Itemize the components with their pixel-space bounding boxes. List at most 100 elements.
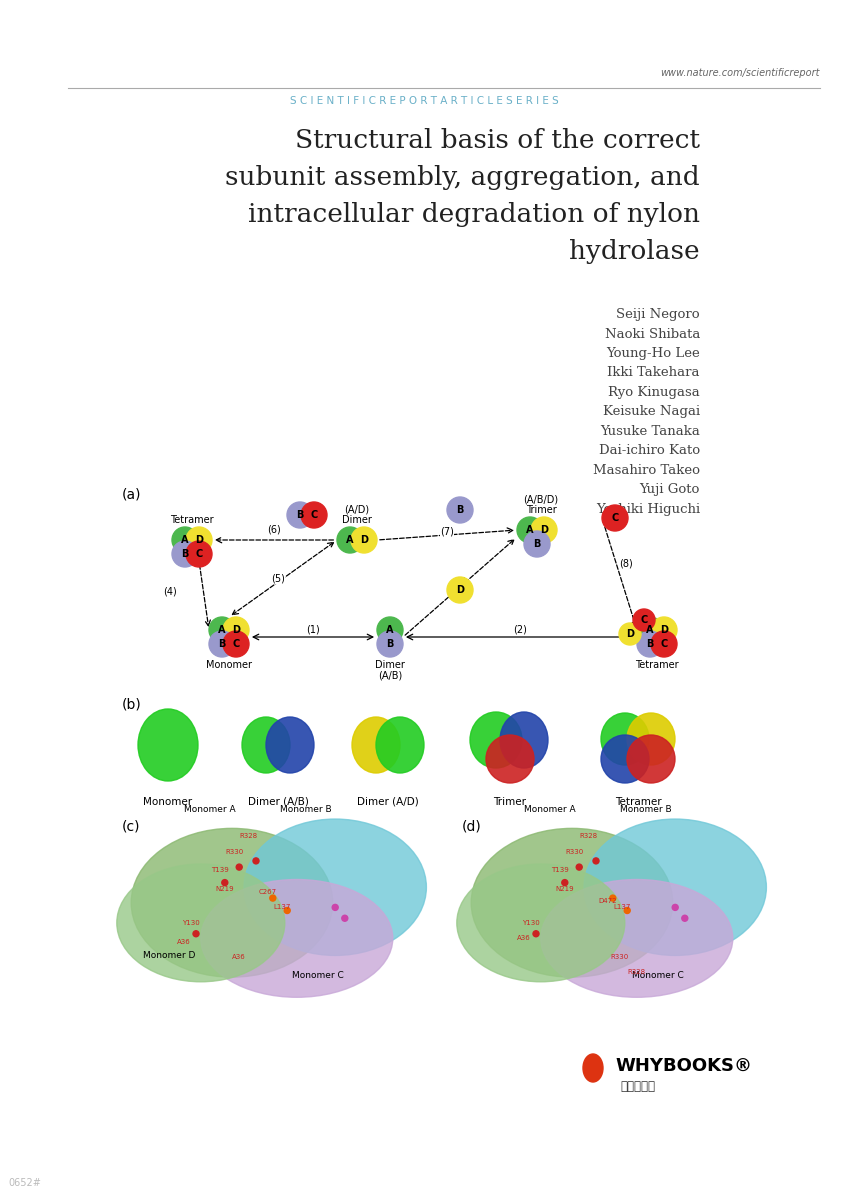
Text: Ikki Takehara: Ikki Takehara — [608, 366, 700, 379]
Circle shape — [576, 864, 582, 870]
Text: (a): (a) — [122, 488, 142, 502]
Text: 0652#: 0652# — [8, 1178, 41, 1188]
Text: L137: L137 — [614, 905, 631, 911]
Circle shape — [624, 907, 630, 913]
Text: B: B — [296, 510, 304, 520]
Circle shape — [651, 617, 677, 643]
Circle shape — [533, 931, 539, 937]
Circle shape — [223, 617, 249, 643]
Text: subunit assembly, aggregation, and: subunit assembly, aggregation, and — [225, 164, 700, 190]
Text: www.nature.com/scientificreport: www.nature.com/scientificreport — [661, 68, 820, 78]
Circle shape — [222, 880, 228, 886]
Circle shape — [351, 527, 377, 553]
Circle shape — [447, 577, 473, 602]
Text: Tetramer: Tetramer — [615, 797, 661, 806]
Text: WHYBOOKS®: WHYBOOKS® — [615, 1057, 752, 1075]
Ellipse shape — [584, 820, 767, 955]
Text: (5): (5) — [271, 574, 285, 583]
Ellipse shape — [266, 716, 314, 773]
Text: A36: A36 — [177, 938, 191, 944]
Text: Monomer B: Monomer B — [620, 805, 672, 815]
Text: (d): (d) — [462, 820, 481, 834]
Text: (A/B): (A/B) — [378, 670, 402, 680]
Circle shape — [284, 907, 290, 913]
Circle shape — [610, 895, 616, 901]
Ellipse shape — [457, 864, 625, 982]
Ellipse shape — [201, 880, 393, 997]
Text: Naoki Shibata: Naoki Shibata — [604, 328, 700, 341]
Text: Dimer: Dimer — [375, 660, 405, 670]
Ellipse shape — [117, 864, 284, 982]
Circle shape — [209, 631, 235, 658]
Circle shape — [562, 880, 568, 886]
Text: C267: C267 — [259, 889, 277, 895]
Text: Dimer (A/B): Dimer (A/B) — [248, 797, 308, 806]
Circle shape — [672, 905, 678, 911]
Text: Monomer C: Monomer C — [632, 971, 683, 980]
Ellipse shape — [601, 734, 649, 782]
Circle shape — [637, 617, 663, 643]
Ellipse shape — [244, 820, 426, 955]
Text: (A/B/D): (A/B/D) — [524, 494, 559, 505]
Text: D: D — [540, 526, 548, 535]
Text: Monomer: Monomer — [206, 660, 252, 670]
Text: (4): (4) — [163, 587, 177, 596]
Text: Monomer C: Monomer C — [292, 971, 344, 980]
Text: (7): (7) — [440, 527, 454, 538]
Ellipse shape — [627, 734, 675, 782]
Circle shape — [633, 608, 655, 631]
Text: B: B — [456, 505, 464, 515]
Text: intracellular degradation of nylon: intracellular degradation of nylon — [248, 202, 700, 227]
Circle shape — [593, 858, 599, 864]
Text: Tetramer: Tetramer — [635, 660, 679, 670]
Circle shape — [517, 517, 543, 542]
Text: Dimer: Dimer — [342, 515, 372, 526]
Circle shape — [377, 631, 403, 658]
Ellipse shape — [486, 734, 534, 782]
Circle shape — [186, 527, 212, 553]
Text: (b): (b) — [122, 698, 142, 712]
Text: Y130: Y130 — [183, 920, 200, 926]
Text: B: B — [182, 550, 188, 559]
Circle shape — [209, 617, 235, 643]
Circle shape — [270, 895, 276, 901]
Text: Keisuke Nagai: Keisuke Nagai — [603, 406, 700, 419]
Text: (2): (2) — [513, 624, 527, 634]
Text: Y130: Y130 — [522, 920, 540, 926]
Text: Masahiro Takeo: Masahiro Takeo — [593, 464, 700, 476]
Text: B: B — [386, 638, 394, 649]
Text: R328: R328 — [239, 833, 258, 839]
Circle shape — [332, 905, 338, 911]
Text: D: D — [232, 625, 240, 635]
Ellipse shape — [376, 716, 424, 773]
Circle shape — [342, 916, 348, 922]
Text: Yuji Goto: Yuji Goto — [639, 484, 700, 497]
Text: A: A — [646, 625, 654, 635]
Text: R330: R330 — [611, 954, 629, 960]
Text: S C I E N T I F I C R E P O R T A R T I C L E S E R I E S: S C I E N T I F I C R E P O R T A R T I … — [290, 96, 559, 106]
Text: D: D — [195, 535, 203, 545]
Text: C: C — [195, 550, 203, 559]
Circle shape — [223, 631, 249, 658]
Circle shape — [193, 931, 199, 937]
Text: C: C — [640, 614, 648, 625]
Text: Dimer (A/D): Dimer (A/D) — [357, 797, 419, 806]
Ellipse shape — [627, 713, 675, 766]
Text: R328: R328 — [627, 970, 646, 976]
Text: Yusuke Tanaka: Yusuke Tanaka — [600, 425, 700, 438]
Text: N219: N219 — [216, 886, 234, 892]
Text: Trimer: Trimer — [493, 797, 526, 806]
Text: (3): (3) — [453, 577, 467, 587]
Text: (8): (8) — [619, 559, 633, 569]
Ellipse shape — [242, 716, 290, 773]
Circle shape — [236, 864, 242, 870]
Text: Trimer: Trimer — [526, 505, 556, 515]
Text: Dai-ichiro Kato: Dai-ichiro Kato — [599, 444, 700, 457]
Text: Monomer B: Monomer B — [280, 805, 332, 815]
Circle shape — [531, 517, 557, 542]
Text: B: B — [218, 638, 226, 649]
Ellipse shape — [601, 713, 649, 766]
Text: C: C — [661, 638, 667, 649]
Ellipse shape — [132, 828, 333, 977]
Text: Ryo Kinugasa: Ryo Kinugasa — [608, 386, 700, 398]
